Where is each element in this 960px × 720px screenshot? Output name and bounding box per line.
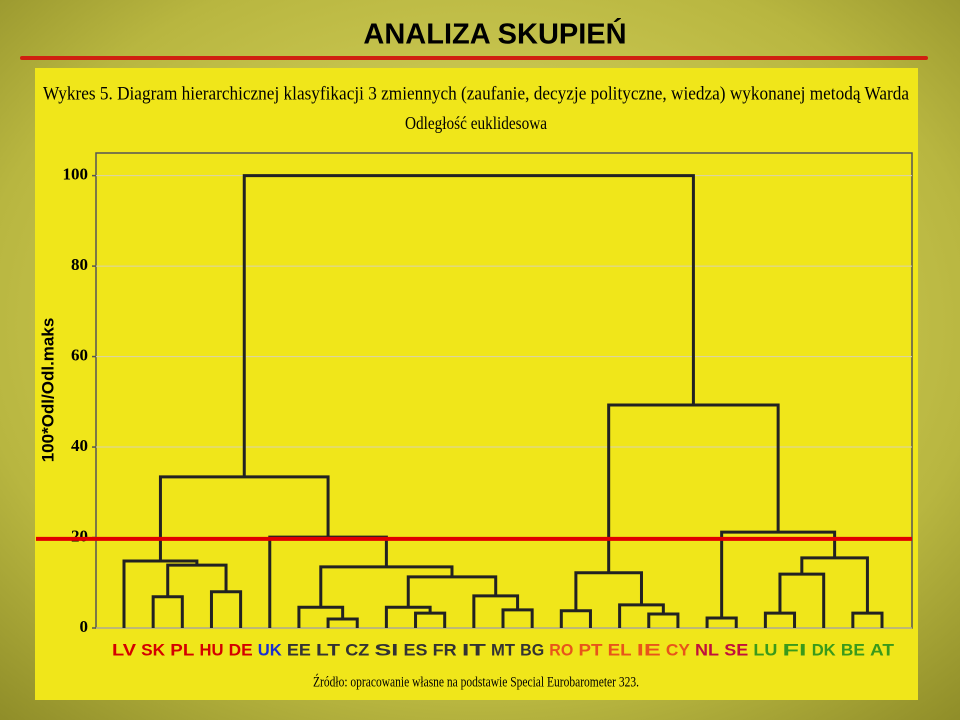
leaf-label: HU xyxy=(199,640,223,659)
leaf-label: EL xyxy=(608,640,632,659)
dendrogram-link xyxy=(574,571,643,611)
y-tick-label: 80 xyxy=(71,255,88,274)
leaf-label: IE xyxy=(637,640,661,659)
leaf-label: LV xyxy=(112,640,137,659)
leaf-label: SK xyxy=(141,640,166,659)
leaf-label: CY xyxy=(666,640,691,659)
dendrogram-link xyxy=(705,616,738,628)
dendrogram-link xyxy=(501,608,534,628)
leaf-label: LU xyxy=(753,640,777,659)
leaf-label: FI xyxy=(783,640,807,659)
dendrogram-link xyxy=(618,603,665,628)
leaf-label: NL xyxy=(695,640,719,659)
leaf-label: IT xyxy=(462,640,487,659)
leaf-label: BG xyxy=(520,640,544,659)
y-tick-label: 0 xyxy=(80,617,89,636)
leaf-label: BE xyxy=(841,640,865,659)
leaf-label: MT xyxy=(491,640,516,659)
leaf-label: LT xyxy=(316,640,341,659)
dendrogram-link xyxy=(158,475,330,562)
leaf-label: PL xyxy=(170,640,194,659)
leaf-label: DK xyxy=(812,640,837,659)
dendrogram-link xyxy=(151,595,184,628)
leaf-label: PT xyxy=(578,640,603,659)
leaf-label: RO xyxy=(549,640,573,659)
y-axis-label: 100*Odl/Odl.maks xyxy=(38,318,57,463)
slide-title: ANALIZA SKUPIEŃ xyxy=(363,17,626,51)
leaf-label: EE xyxy=(287,640,311,659)
chart-title: Wykres 5. Diagram hierarchicznej klasyfi… xyxy=(43,83,910,104)
leaf-label: ES xyxy=(404,640,428,659)
dendrogram-link xyxy=(319,565,454,608)
y-tick-label: 100 xyxy=(63,165,89,184)
leaf-label: DE xyxy=(229,640,253,659)
chart-panel xyxy=(35,68,918,700)
leaf-label: FR xyxy=(433,640,457,659)
title-rule xyxy=(20,56,928,60)
y-tick-label: 40 xyxy=(71,436,88,455)
leaf-label: SI xyxy=(374,640,398,659)
source-note: Źródło: opracowanie własne na podstawie … xyxy=(313,673,639,690)
leaf-label: AT xyxy=(870,640,895,659)
leaf-label: UK xyxy=(258,640,283,659)
y-tick-label: 20 xyxy=(71,526,88,545)
chart-subtitle: Odległość euklidesowa xyxy=(405,113,547,133)
dendrogram-link xyxy=(242,174,695,477)
dendrogram-link xyxy=(559,609,592,628)
leaf-label: CZ xyxy=(345,640,369,659)
dendrogram-link xyxy=(122,559,199,628)
leaf-label: SE xyxy=(724,640,748,659)
y-tick-label: 60 xyxy=(71,345,88,364)
dendrogram-link xyxy=(778,572,826,628)
dendrogram-link xyxy=(209,590,243,628)
